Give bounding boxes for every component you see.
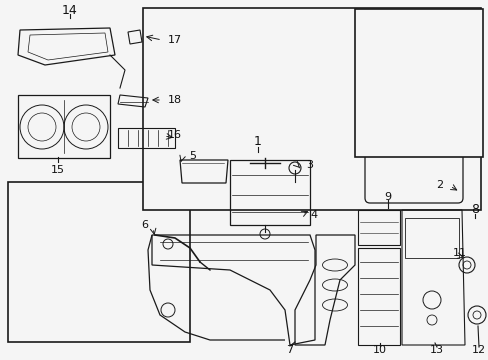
Text: 1: 1 [254,135,262,148]
Text: 2: 2 [436,180,443,190]
Text: 11: 11 [452,248,466,258]
Text: 5: 5 [189,151,196,161]
Text: 9: 9 [384,192,391,202]
Text: 3: 3 [306,160,313,170]
Text: 15: 15 [51,165,65,175]
Bar [142,8,480,210]
Text: 8: 8 [470,203,478,216]
Bar [8,182,190,342]
Text: 12: 12 [471,345,485,355]
Text: 4: 4 [310,210,317,220]
Text: 17: 17 [167,35,182,45]
Text: 18: 18 [167,95,182,105]
Text: 16: 16 [168,130,182,140]
FancyBboxPatch shape [364,138,462,203]
Text: 7: 7 [286,345,293,355]
Text: 6: 6 [141,220,148,230]
Bar [354,9,482,157]
Text: 10: 10 [372,345,386,355]
Bar [404,218,458,258]
Text: 13: 13 [429,345,443,355]
Text: 14: 14 [62,4,78,17]
